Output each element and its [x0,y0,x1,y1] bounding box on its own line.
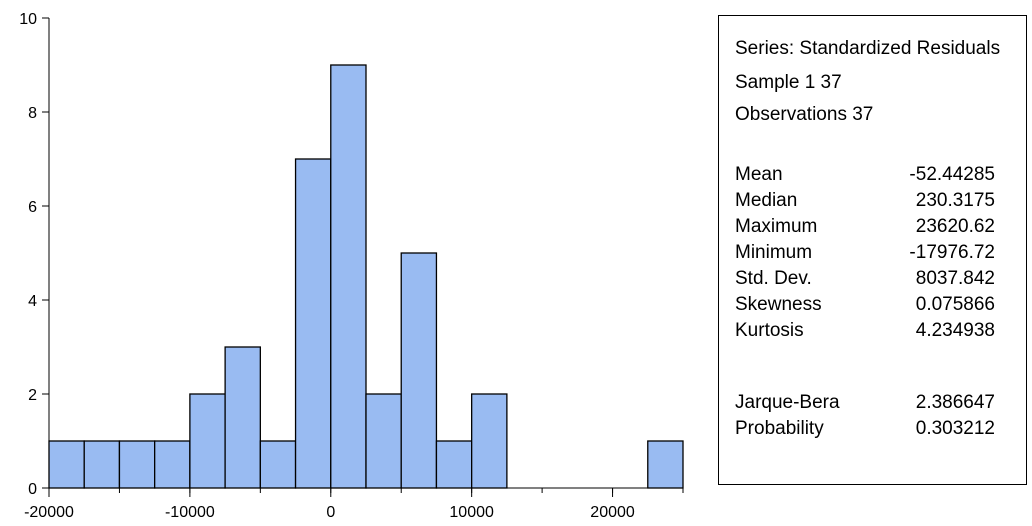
stat-label: Jarque-Bera [735,392,840,413]
statistics-panel: Series: Standardized Residuals Sample 1 … [718,15,1027,485]
stat-value: 8037.842 [915,268,995,289]
histogram-bar [435,440,473,489]
stat-row-jarque-bera: Jarque-Bera 2.386647 [735,392,995,418]
stat-row-kurtosis: Kurtosis 4.234938 [735,320,995,346]
histogram-bar [647,440,684,489]
x-tick-label: 10000 [449,504,494,521]
x-tick-label: 0 [326,504,335,521]
histogram-bar [83,440,121,489]
stat-value: 0.303212 [915,418,995,439]
histogram-bar [400,252,438,489]
stat-label: Maximum [735,216,818,237]
stat-row-median: Median 230.3175 [735,190,995,216]
stat-label: Minimum [735,242,813,263]
histogram-bar [259,440,297,489]
histogram-bar [294,158,332,489]
stat-label: Probability [735,418,824,439]
histogram-bar [224,346,261,489]
x-tick-label: 20000 [590,504,635,521]
histogram-bar [471,393,508,489]
stat-label: Kurtosis [735,320,804,341]
stat-row-mean: Mean -52.44285 [735,164,995,190]
stat-label: Mean [735,164,783,185]
y-tick-label: 4 [28,293,37,310]
histogram-bar [330,64,367,489]
histogram-bar [48,440,85,489]
histogram-chart: -20000 -10000 0 10000 20000 0 2 4 6 8 10 [19,11,684,521]
histogram-bar [118,440,156,489]
stat-value: -17976.72 [909,242,995,263]
stat-row-maximum: Maximum 23620.62 [735,216,995,242]
histogram-bar [154,440,191,489]
sample-range: Sample 1 37 [735,72,842,93]
histogram-bars [48,64,684,489]
stat-row-std-dev: Std. Dev. 8037.842 [735,268,995,294]
y-tick-label: 2 [28,387,37,404]
stat-value: -52.44285 [909,164,995,185]
observation-count: Observations 37 [735,104,874,125]
stat-value: 230.3175 [915,190,995,211]
y-tick-label: 6 [28,199,37,216]
stat-row-probability: Probability 0.303212 [735,418,995,444]
stat-row-minimum: Minimum -17976.72 [735,242,995,268]
stat-value: 2.386647 [915,392,995,413]
y-tick-label: 10 [19,11,37,28]
y-tick-label: 8 [28,105,37,122]
histogram-bar [189,393,226,489]
x-axis-ticks: -20000 -10000 0 10000 20000 [24,488,684,521]
stat-value: 4.234938 [915,320,995,341]
stat-label: Median [735,190,798,211]
series-name: Series: Standardized Residuals [735,38,1001,59]
stat-label: Skewness [735,294,822,315]
y-axis-ticks: 0 2 4 6 8 10 [19,11,49,498]
stat-value: 23620.62 [915,216,995,237]
stat-label: Std. Dev. [735,268,812,289]
histogram-bar [365,393,402,489]
y-tick-label: 0 [28,481,37,498]
stat-row-skewness: Skewness 0.075866 [735,294,995,320]
x-tick-label: -20000 [24,504,74,521]
stat-value: 0.075866 [915,294,995,315]
x-tick-label: -10000 [165,504,215,521]
